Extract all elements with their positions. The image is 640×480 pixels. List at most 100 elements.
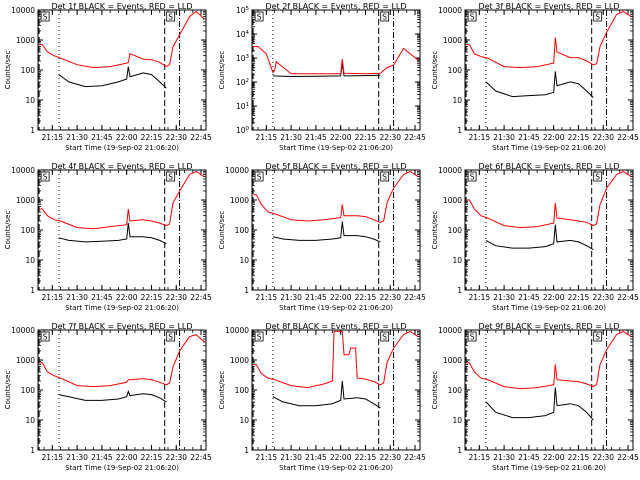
x-tick-label: 21:30	[66, 293, 88, 302]
saa-marker-label: S	[43, 173, 48, 182]
y-tick-label: 10	[452, 96, 462, 105]
x-tick-label: 22:00	[543, 453, 565, 462]
lld-series-line	[253, 330, 419, 389]
saa-marker-label: S	[595, 13, 600, 22]
chart-panel: Det 5f BLACK = Events, RED = LLD Counts/s…	[218, 162, 426, 312]
y-tick-label: 1000	[16, 36, 35, 45]
x-tick-label: 22:30	[592, 133, 614, 142]
saa-marker-box	[254, 11, 264, 22]
x-tick-label: 21:45	[91, 293, 113, 302]
saa-marker-label: S	[470, 13, 475, 22]
plot-frame	[464, 169, 634, 291]
saa-marker-box	[593, 171, 603, 182]
y-tick-label: 10	[452, 256, 462, 265]
x-tick-label: 22:30	[379, 133, 401, 142]
chart-panel: Det 9f BLACK = Events, RED = LLD Counts/s…	[431, 322, 639, 472]
y-tick-label: 103	[236, 54, 250, 63]
lld-series-line	[466, 10, 632, 69]
chart-title: Det 3f BLACK = Events, RED = LLD	[478, 2, 619, 11]
x-tick-label: 22:15	[568, 293, 590, 302]
saa-marker-label: S	[257, 333, 262, 342]
y-tick-label: 100	[235, 226, 250, 235]
saa-marker-label: S	[382, 333, 387, 342]
saa-marker-label: S	[470, 333, 475, 342]
x-axis-label: Start Time (19-Sep-02 21:06:20)	[492, 464, 606, 472]
saa-marker-box	[380, 331, 390, 342]
chart-panel: Det 8f BLACK = Events, RED = LLD Counts/s…	[218, 322, 426, 472]
events-series-line	[485, 387, 594, 421]
x-axis-label: Start Time (19-Sep-02 21:06:20)	[492, 144, 606, 152]
x-tick-label: 22:45	[617, 293, 639, 302]
events-series-line	[272, 221, 381, 243]
x-tick-label: 22:30	[592, 453, 614, 462]
plot-frame	[464, 9, 634, 131]
chart-title: Det 1f BLACK = Events, RED = LLD	[51, 2, 192, 11]
x-tick-label: 22:45	[404, 133, 426, 142]
x-tick-label: 21:30	[493, 293, 515, 302]
x-tick-label: 22:15	[141, 133, 163, 142]
x-tick-label: 22:00	[543, 133, 565, 142]
y-tick-label: 100	[448, 386, 463, 395]
x-tick-label: 22:15	[141, 293, 163, 302]
lld-series-line	[39, 10, 205, 69]
x-tick-label: 22:15	[568, 133, 590, 142]
chart-title: Det 5f BLACK = Events, RED = LLD	[265, 162, 406, 171]
chart-panel: Det 7f BLACK = Events, RED = LLD Counts/s…	[4, 322, 212, 472]
chart-title: Det 2f BLACK = Events, RED = LLD	[265, 2, 406, 11]
y-axis-label: Counts/sec	[4, 211, 12, 250]
x-tick-label: 21:15	[42, 133, 64, 142]
saa-marker-label: S	[257, 13, 262, 22]
y-tick-label: 1	[244, 286, 249, 295]
y-axis-label: Counts/sec	[431, 51, 439, 90]
y-tick-label: 100	[448, 66, 463, 75]
x-tick-label: 21:15	[256, 133, 278, 142]
y-tick-label: 1000	[16, 356, 35, 365]
y-axis-label: Counts/sec	[218, 371, 226, 410]
y-tick-label: 10	[25, 96, 35, 105]
y-tick-label: 100	[21, 66, 36, 75]
lld-series-line	[466, 170, 632, 229]
events-series-line	[272, 63, 381, 78]
plot-frame	[37, 169, 207, 291]
y-axis-label: Counts/sec	[431, 371, 439, 410]
x-axis-label: Start Time (19-Sep-02 21:06:20)	[65, 304, 179, 312]
plot-frame	[251, 329, 421, 451]
x-tick-label: 22:00	[330, 453, 352, 462]
events-series-line	[485, 224, 594, 251]
saa-marker-box	[593, 331, 603, 342]
y-tick-label: 1	[457, 286, 462, 295]
y-tick-label: 10000	[225, 326, 249, 335]
saa-marker-box	[467, 171, 477, 182]
x-tick-label: 21:15	[42, 293, 64, 302]
saa-marker-box	[40, 331, 50, 342]
x-tick-label: 22:45	[190, 293, 212, 302]
saa-marker-box	[166, 331, 176, 342]
events-series-line	[485, 71, 594, 98]
x-axis-label: Start Time (19-Sep-02 21:06:20)	[279, 144, 393, 152]
y-axis-label: Counts/sec	[218, 51, 226, 90]
saa-marker-label: S	[168, 13, 173, 22]
y-tick-label: 100	[235, 386, 250, 395]
x-tick-label: 21:45	[305, 133, 327, 142]
x-tick-label: 21:45	[91, 453, 113, 462]
y-tick-label: 1	[457, 126, 462, 135]
x-tick-label: 22:45	[404, 293, 426, 302]
x-tick-label: 21:45	[518, 453, 540, 462]
x-tick-label: 21:45	[305, 453, 327, 462]
y-tick-label: 105	[236, 6, 250, 15]
saa-marker-label: S	[168, 333, 173, 342]
x-tick-label: 22:30	[379, 453, 401, 462]
x-tick-label: 21:30	[280, 133, 302, 142]
chart-title: Det 9f BLACK = Events, RED = LLD	[478, 322, 619, 331]
chart-title: Det 8f BLACK = Events, RED = LLD	[265, 322, 406, 331]
saa-marker-label: S	[595, 173, 600, 182]
y-tick-label: 10000	[438, 166, 462, 175]
y-tick-label: 101	[236, 102, 249, 111]
x-tick-label: 22:45	[404, 453, 426, 462]
y-tick-label: 10000	[438, 6, 462, 15]
plot-frame	[37, 329, 207, 451]
y-tick-label: 1000	[443, 196, 462, 205]
chart-panel: Det 2f BLACK = Events, RED = LLD Counts/s…	[218, 2, 426, 152]
x-tick-label: 21:15	[42, 453, 64, 462]
